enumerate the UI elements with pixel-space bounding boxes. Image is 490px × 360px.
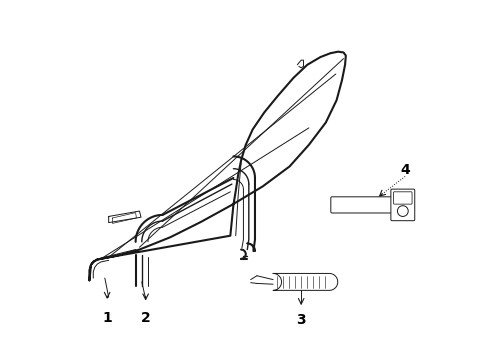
Text: 2: 2: [141, 311, 150, 325]
FancyBboxPatch shape: [331, 197, 395, 213]
FancyBboxPatch shape: [393, 192, 412, 204]
Text: 3: 3: [296, 313, 306, 327]
Text: 4: 4: [400, 163, 410, 177]
Text: 1: 1: [102, 311, 112, 325]
FancyBboxPatch shape: [391, 189, 415, 221]
